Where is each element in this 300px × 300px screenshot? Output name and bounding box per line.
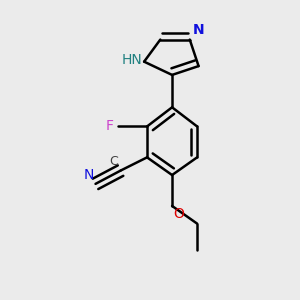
Text: HN: HN [122,53,142,67]
Text: C: C [109,155,118,168]
Text: N: N [84,168,94,182]
Text: N: N [193,22,204,37]
Text: O: O [174,207,184,221]
Text: F: F [105,118,113,133]
